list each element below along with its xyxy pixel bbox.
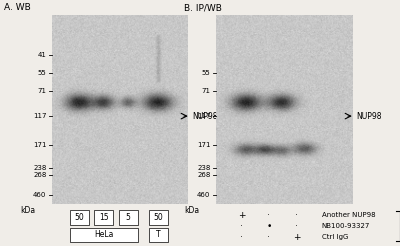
Bar xyxy=(148,210,168,225)
Bar xyxy=(70,228,138,242)
Text: 71: 71 xyxy=(202,88,210,93)
Text: NUP98: NUP98 xyxy=(356,112,382,121)
Bar xyxy=(94,210,113,225)
Text: HeLa: HeLa xyxy=(94,231,113,239)
Text: ·: · xyxy=(240,222,243,231)
Text: 71: 71 xyxy=(38,88,46,93)
Bar xyxy=(70,210,89,225)
Text: 171: 171 xyxy=(197,141,210,148)
Text: ·: · xyxy=(295,211,298,220)
Text: ·: · xyxy=(268,233,270,242)
Text: •: • xyxy=(266,222,272,231)
Text: ·: · xyxy=(240,233,243,242)
Text: 41: 41 xyxy=(38,52,46,58)
Bar xyxy=(148,228,168,242)
Text: 460: 460 xyxy=(197,192,210,198)
Text: +: + xyxy=(238,211,245,220)
Text: kDa: kDa xyxy=(184,206,199,215)
Text: 5: 5 xyxy=(126,213,130,222)
Text: 238: 238 xyxy=(197,165,210,171)
Text: 55: 55 xyxy=(202,70,210,76)
Text: ·: · xyxy=(268,211,270,220)
Text: B. IP/WB: B. IP/WB xyxy=(184,3,222,12)
Text: T: T xyxy=(156,231,160,239)
Text: 171: 171 xyxy=(33,141,46,148)
Text: 117: 117 xyxy=(33,113,46,119)
Text: 268: 268 xyxy=(197,172,210,178)
Text: kDa: kDa xyxy=(20,206,35,215)
Text: 50: 50 xyxy=(74,213,84,222)
Text: 55: 55 xyxy=(38,70,46,76)
Text: 15: 15 xyxy=(99,213,108,222)
Text: 460: 460 xyxy=(33,192,46,198)
Text: +: + xyxy=(293,233,300,242)
Text: 238: 238 xyxy=(33,165,46,171)
Text: NB100-93327: NB100-93327 xyxy=(322,223,370,229)
Text: Another NUP98: Another NUP98 xyxy=(322,212,376,218)
Text: ·: · xyxy=(295,222,298,231)
Text: Ctrl IgG: Ctrl IgG xyxy=(322,234,348,240)
Text: 268: 268 xyxy=(33,172,46,178)
Text: 50: 50 xyxy=(153,213,163,222)
Text: 117: 117 xyxy=(197,113,210,119)
Text: A. WB: A. WB xyxy=(4,3,31,12)
Bar xyxy=(119,210,138,225)
Text: NUP98: NUP98 xyxy=(192,112,218,121)
